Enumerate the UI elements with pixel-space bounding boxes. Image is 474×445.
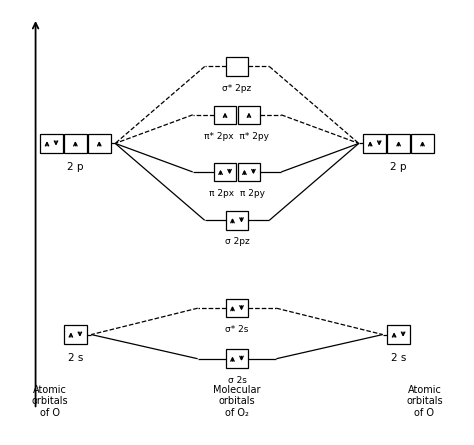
Bar bbox=[214, 105, 237, 124]
Bar bbox=[387, 325, 410, 344]
Bar bbox=[411, 134, 434, 153]
Text: 2 p: 2 p bbox=[391, 162, 407, 172]
Bar bbox=[237, 163, 260, 181]
Text: π* 2px  π* 2py: π* 2px π* 2py bbox=[204, 132, 270, 141]
Bar bbox=[226, 57, 248, 76]
Text: σ 2pz: σ 2pz bbox=[225, 238, 249, 247]
Text: 2 s: 2 s bbox=[391, 353, 406, 364]
Bar bbox=[387, 134, 410, 153]
Bar bbox=[364, 134, 386, 153]
Bar bbox=[40, 134, 63, 153]
Bar bbox=[88, 134, 110, 153]
Bar bbox=[237, 105, 260, 124]
Bar bbox=[226, 211, 248, 230]
Text: 2 p: 2 p bbox=[67, 162, 83, 172]
Text: Atomic
orbitals
of O: Atomic orbitals of O bbox=[31, 385, 68, 418]
Text: 2 s: 2 s bbox=[68, 353, 83, 364]
Bar bbox=[214, 163, 237, 181]
Text: σ 2s: σ 2s bbox=[228, 376, 246, 385]
Text: σ* 2pz: σ* 2pz bbox=[222, 84, 252, 93]
Bar bbox=[64, 325, 87, 344]
Bar bbox=[226, 299, 248, 317]
Text: Molecular
orbitals
of O₂: Molecular orbitals of O₂ bbox=[213, 385, 261, 418]
Bar bbox=[64, 134, 87, 153]
Bar bbox=[226, 349, 248, 368]
Text: Atomic
orbitals
of O: Atomic orbitals of O bbox=[406, 385, 443, 418]
Text: π 2px  π 2py: π 2px π 2py bbox=[209, 189, 265, 198]
Text: σ* 2s: σ* 2s bbox=[225, 325, 249, 334]
